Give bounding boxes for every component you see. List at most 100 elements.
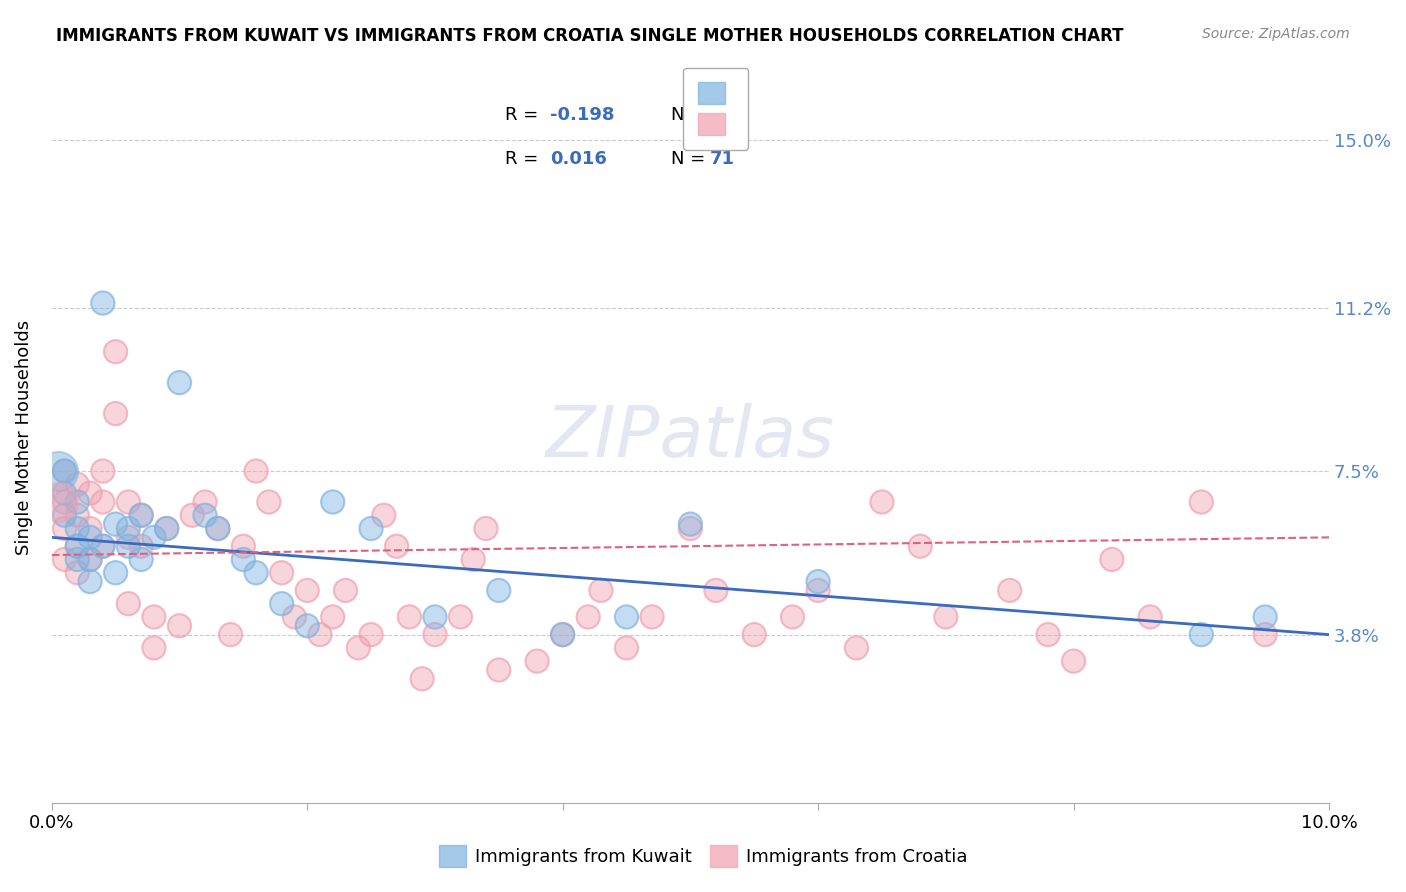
- Point: [181, 508, 204, 523]
- Point: [360, 522, 382, 536]
- Point: [91, 495, 114, 509]
- Point: [910, 539, 932, 553]
- Point: [142, 530, 165, 544]
- Point: [79, 552, 101, 566]
- Point: [117, 539, 139, 553]
- Point: [129, 508, 152, 523]
- Point: [66, 477, 89, 491]
- Text: 37: 37: [710, 106, 734, 124]
- Point: [283, 610, 305, 624]
- Point: [66, 566, 89, 580]
- Point: [1036, 627, 1059, 641]
- Point: [475, 522, 498, 536]
- Point: [679, 522, 702, 536]
- Point: [53, 495, 76, 509]
- Point: [488, 583, 510, 598]
- Point: [53, 495, 76, 509]
- Point: [232, 552, 254, 566]
- Point: [129, 508, 152, 523]
- Point: [423, 627, 446, 641]
- Point: [66, 552, 89, 566]
- Point: [360, 522, 382, 536]
- Point: [295, 583, 318, 598]
- Point: [616, 640, 638, 655]
- Point: [1101, 552, 1123, 566]
- Point: [616, 610, 638, 624]
- Point: [488, 583, 510, 598]
- Point: [66, 552, 89, 566]
- Point: [79, 522, 101, 536]
- Point: [870, 495, 893, 509]
- Point: [641, 610, 664, 624]
- Point: [616, 640, 638, 655]
- Point: [935, 610, 957, 624]
- Point: [679, 522, 702, 536]
- Point: [450, 610, 472, 624]
- Point: [79, 552, 101, 566]
- Point: [142, 640, 165, 655]
- Point: [423, 610, 446, 624]
- Point: [53, 508, 76, 523]
- Text: Source: ZipAtlas.com: Source: ZipAtlas.com: [1202, 27, 1350, 41]
- Y-axis label: Single Mother Households: Single Mother Households: [15, 320, 32, 556]
- Point: [360, 627, 382, 641]
- Text: N =: N =: [671, 106, 711, 124]
- Point: [616, 610, 638, 624]
- Point: [270, 597, 292, 611]
- Point: [1139, 610, 1161, 624]
- Point: [998, 583, 1021, 598]
- Point: [53, 522, 76, 536]
- Point: [66, 495, 89, 509]
- Point: [576, 610, 599, 624]
- Point: [295, 583, 318, 598]
- Point: [807, 574, 830, 589]
- Point: [1036, 627, 1059, 641]
- Text: 0.016: 0.016: [550, 150, 607, 168]
- Point: [309, 627, 332, 641]
- Point: [53, 464, 76, 478]
- Point: [53, 508, 76, 523]
- Point: [46, 464, 69, 478]
- Point: [66, 539, 89, 553]
- Point: [782, 610, 804, 624]
- Point: [232, 539, 254, 553]
- Point: [117, 597, 139, 611]
- Point: [104, 517, 127, 532]
- Point: [488, 663, 510, 677]
- Point: [66, 508, 89, 523]
- Point: [66, 539, 89, 553]
- Point: [169, 619, 191, 633]
- Point: [742, 627, 765, 641]
- Point: [335, 583, 357, 598]
- Point: [79, 552, 101, 566]
- Point: [91, 539, 114, 553]
- Point: [1189, 627, 1212, 641]
- Point: [117, 495, 139, 509]
- Text: IMMIGRANTS FROM KUWAIT VS IMMIGRANTS FROM CROATIA SINGLE MOTHER HOUSEHOLDS CORRE: IMMIGRANTS FROM KUWAIT VS IMMIGRANTS FRO…: [56, 27, 1123, 45]
- Point: [53, 464, 76, 478]
- Point: [79, 522, 101, 536]
- Point: [91, 464, 114, 478]
- Point: [245, 566, 267, 580]
- Point: [129, 552, 152, 566]
- Point: [423, 610, 446, 624]
- Point: [245, 566, 267, 580]
- Point: [46, 495, 69, 509]
- Point: [322, 610, 344, 624]
- Point: [411, 672, 433, 686]
- Point: [1254, 610, 1277, 624]
- Point: [219, 627, 242, 641]
- Point: [360, 627, 382, 641]
- Point: [322, 610, 344, 624]
- Point: [270, 597, 292, 611]
- Point: [66, 566, 89, 580]
- Point: [335, 583, 357, 598]
- Point: [91, 464, 114, 478]
- Point: [526, 654, 548, 668]
- Point: [283, 610, 305, 624]
- Point: [104, 566, 127, 580]
- Point: [1189, 627, 1212, 641]
- Point: [423, 627, 446, 641]
- Point: [79, 486, 101, 500]
- Point: [679, 517, 702, 532]
